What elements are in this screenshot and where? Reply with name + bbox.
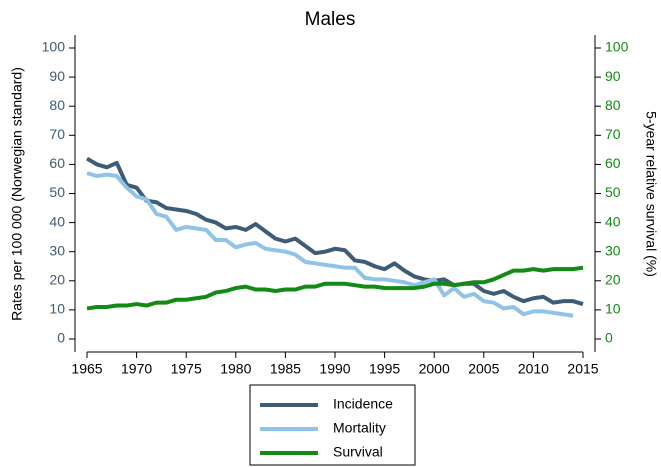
y2-axis-label: 5-year relative survival (%) [643,111,659,277]
series-line [85,156,584,306]
y2-tick-label: 20 [605,272,621,288]
y2-tick-label: 50 [605,184,621,200]
y-tick-label: 50 [49,184,65,200]
legend-label: Incidence [333,396,393,412]
legend-label: Mortality [333,420,386,436]
y2-tick-label: 80 [605,97,621,113]
y2-tick-label: 70 [605,126,621,142]
y-tick-label: 10 [49,301,65,317]
x-tick-label: 1980 [220,361,251,377]
series-line [86,171,574,318]
x-tick-label: 1990 [319,361,350,377]
x-tick-label: 1995 [369,361,400,377]
x-tick-label: 2015 [567,361,598,377]
x-tick-label: 2005 [468,361,499,377]
y2-tick-label: 60 [605,155,621,171]
x-tick-label: 2000 [419,361,450,377]
y2-tick-label: 0 [605,330,613,346]
legend-label: Survival [333,444,383,460]
y-tick-label: 30 [49,242,65,258]
x-tick-label: 1975 [171,361,202,377]
y-axis-label: Rates per 100 000 (Norwegian standard) [9,67,25,321]
y-tick-label: 0 [57,330,65,346]
y-tick-label: 100 [42,39,66,55]
x-tick-label: 1985 [270,361,301,377]
y-tick-label: 90 [49,68,65,84]
y-tick-label: 60 [49,155,65,171]
series-line [86,265,584,311]
y-tick-label: 20 [49,272,65,288]
y-tick-label: 40 [49,213,65,229]
y-tick-label: 70 [49,126,65,142]
y2-tick-label: 40 [605,213,621,229]
chart-title: Males [305,9,356,30]
y2-tick-label: 10 [605,301,621,317]
y-tick-label: 80 [49,97,65,113]
y2-tick-label: 100 [605,39,629,55]
x-tick-label: 1965 [71,361,102,377]
y2-tick-label: 90 [605,68,621,84]
x-tick-label: 1970 [121,361,152,377]
x-tick-label: 2010 [518,361,549,377]
y2-tick-label: 30 [605,242,621,258]
